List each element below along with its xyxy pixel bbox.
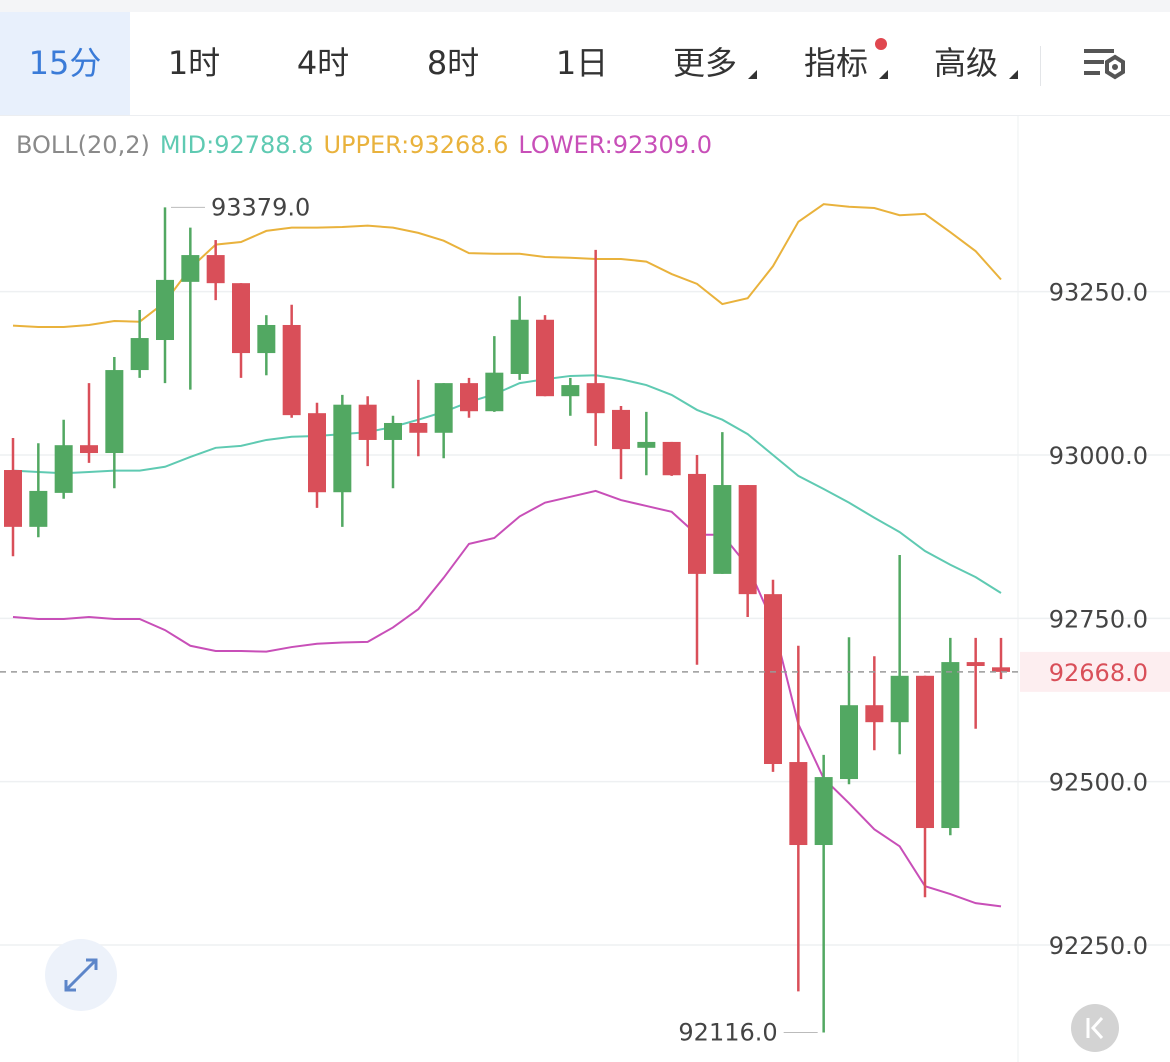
expand-button[interactable] [45,939,117,1011]
tab[interactable]: 指标 [803,44,868,82]
candle-body [510,319,529,374]
candle-body [637,441,656,448]
candle-body [80,445,98,454]
candle-body [156,279,174,341]
candle-body [536,319,554,397]
candle-body [257,324,276,354]
separator [1040,46,1041,86]
dropdown-indicator [748,70,757,79]
y-tick-label: 93250.0 [1049,279,1148,307]
tab[interactable]: 8时 [426,44,480,82]
tab[interactable]: 4时 [296,44,350,82]
candle-body [586,383,605,414]
y-tick-label: 92250.0 [1049,932,1148,960]
candle-body [130,338,149,371]
candle-body [358,404,377,440]
notification-dot [875,38,887,50]
candle-body [333,404,352,493]
min-label: 92116.0 [678,1019,777,1047]
candle-body [789,762,808,846]
candle-body [941,662,960,829]
boll-line [12,203,1002,328]
candle-body [384,422,402,440]
candle-body [662,441,681,476]
candle-body [206,255,225,284]
candle-body [54,445,73,493]
candle-body [561,385,580,397]
y-tick-label: 92750.0 [1049,605,1148,633]
candle-body [181,255,200,282]
candle-body [890,675,909,723]
tab[interactable]: 1时 [167,44,221,82]
candle-body [409,422,428,433]
indicator-name: BOLL(20,2) [16,131,150,159]
candle-body [460,383,478,412]
candle-body [992,667,1010,672]
toolbar: 15分 1时 4时 8时 1日 更多 指标 高级 [0,12,1170,116]
candle-body [738,485,757,595]
dropdown-indicator [1009,70,1018,79]
candle-body [612,409,630,450]
last-price-tag [1020,651,1170,692]
candle-body [232,283,250,354]
tab[interactable]: 15分 [0,12,130,115]
tab[interactable]: 高级 [933,44,998,82]
boll-line [12,374,1002,594]
back-to-latest-button[interactable] [1071,1004,1119,1052]
legend: BOLL(20,2) MID:92788.8 UPPER:93268.6 LOWER:… [16,131,712,159]
candle-body [308,413,326,493]
candle-body [282,324,301,416]
max-label: 93379.0 [211,193,310,221]
candle-body [4,470,22,527]
candle-body [814,777,833,846]
legend-entry: LOWER:92309.0 [518,131,712,159]
status-strip [0,0,1170,12]
candle-body [713,485,732,574]
candle-body [434,383,453,433]
y-tick-label: 92500.0 [1049,769,1148,797]
tab[interactable]: 1日 [555,44,609,82]
candle-body [485,372,504,412]
boll-line [12,489,1002,908]
last-price-label: 92668.0 [1049,659,1148,687]
tab[interactable]: 更多 [672,44,737,82]
candle-body [966,662,985,667]
settings-button[interactable] [1082,45,1128,85]
candle-body [916,675,934,829]
legend-entry: UPPER:93268.6 [323,131,508,159]
legend-entry: MID:92788.8 [160,131,314,159]
y-tick-label: 93000.0 [1049,442,1148,470]
candle-body [688,473,706,574]
candle-body [764,594,782,765]
candle-body [105,370,124,454]
dropdown-indicator [879,70,888,79]
candle-body [865,705,884,723]
candle-body [29,490,48,527]
candle-body [840,705,858,780]
